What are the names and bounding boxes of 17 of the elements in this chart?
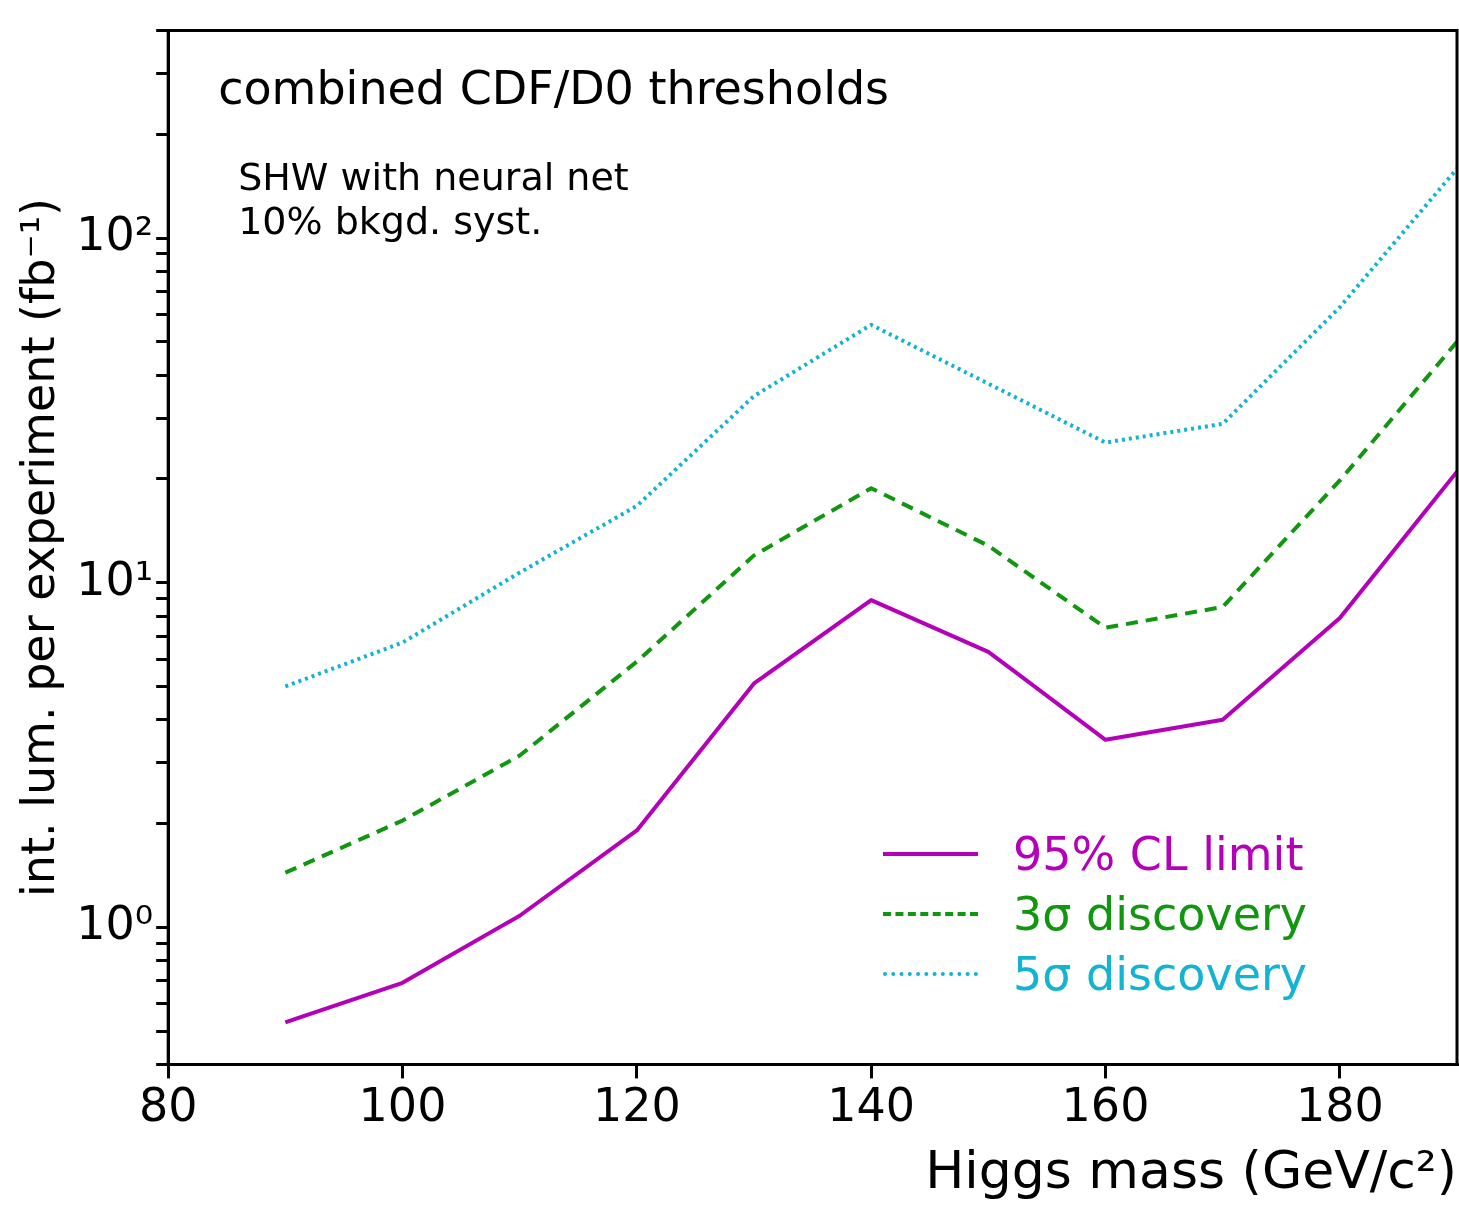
y-tick-label: 10² (76, 207, 154, 262)
y-tick-label: 10¹ (76, 551, 154, 606)
x-tick-label: 120 (592, 1077, 681, 1132)
y-tick-label: 10⁰ (76, 896, 154, 951)
x-tick-label: 100 (358, 1077, 447, 1132)
legend-label: 3σ discovery (1013, 886, 1308, 944)
legend-label: 95% CL limit (1013, 826, 1304, 884)
legend-label: 5σ discovery (1013, 946, 1308, 1004)
x-tick-label: 160 (1061, 1077, 1150, 1132)
y-axis-title: int. lum. per experiment (fb⁻¹) (10, 197, 65, 898)
annotation: SHW with neural net (238, 154, 630, 199)
annotation: 10% bkgd. syst. (238, 198, 544, 243)
annotation: combined CDF/D0 thresholds (218, 60, 890, 115)
x-tick-label: 80 (138, 1077, 198, 1132)
x-tick-label: 180 (1295, 1077, 1384, 1132)
x-tick-label: 140 (827, 1077, 916, 1132)
x-axis-title: Higgs mass (GeV/c²) (925, 1140, 1457, 1201)
